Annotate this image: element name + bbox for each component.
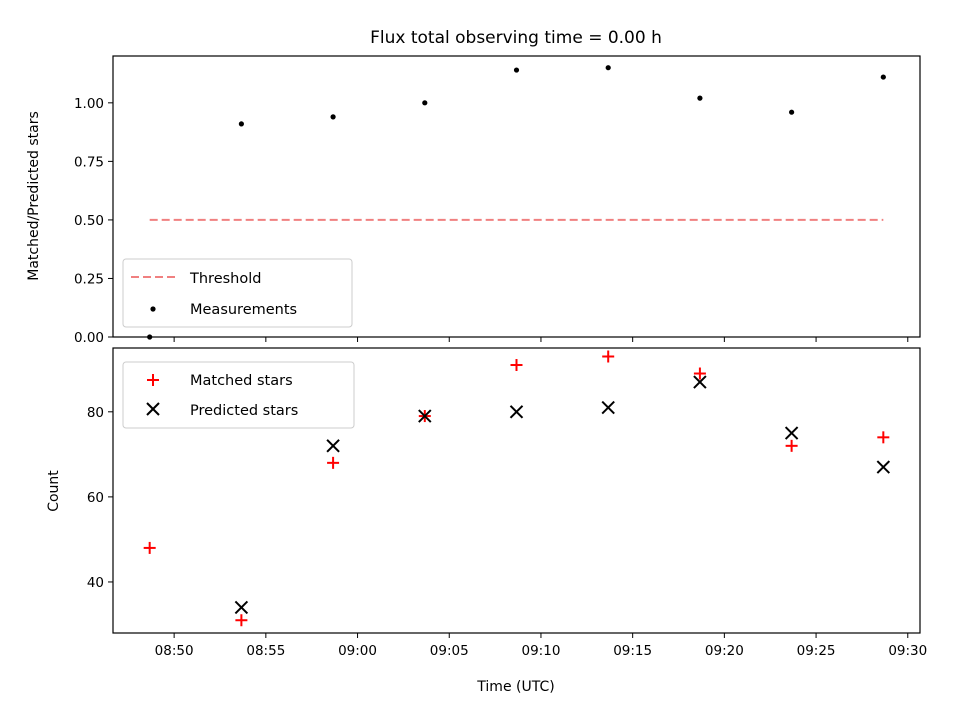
top-y-axis-title: Matched/Predicted stars [26,111,42,281]
x-tick-label: 09:00 [338,643,377,659]
matched-stars-point [235,614,248,627]
x-tick-label: 09:25 [797,643,836,659]
top-y-tick-label: 0.00 [74,330,104,346]
top-plot-frame [112,55,921,338]
legend-measurements-swatch [150,306,156,312]
legend-predicted-swatch [146,402,160,416]
matched-stars-point [327,456,340,469]
matched-stars-point [877,431,890,444]
bottom-y-tick-label: 60 [87,490,104,506]
measurement-point [789,109,795,115]
bottom-y-axis-title: Count [46,470,62,512]
top-legend-box [122,258,353,328]
matched-stars-point [602,350,615,363]
predicted-stars-point [784,426,799,440]
matched-stars-point [785,439,798,452]
measurement-point [513,67,520,73]
legend-predicted-label: Predicted stars [190,403,298,419]
legend-threshold-label: Threshold [189,271,261,287]
legend-measurements-label: Measurements [190,302,297,318]
bottom-y-tick-label: 40 [87,575,104,591]
measurement-point [330,114,336,120]
predicted-stars-point [509,405,524,419]
predicted-stars-point [876,460,891,474]
bottom-panel: 08:50 08:55 09:00 09:05 09:10 09:15 09:20 09:25… [46,347,927,695]
bottom-legend-box [122,361,355,429]
bottom-legend: Matched stars Predicted stars [122,361,355,429]
predicted-stars-point [601,400,615,415]
x-axis-title: Time (UTC) [476,679,554,695]
x-tick-label: 09:20 [705,643,744,659]
top-y-tick-label: 0.25 [74,271,104,287]
x-tick-label: 09:10 [522,643,561,659]
legend-matched-swatch [147,374,159,386]
predicted-stars-point [418,409,432,423]
x-tick-label: 09:05 [430,643,469,659]
top-legend: Threshold Measurements [122,258,353,328]
x-tick-label: 09:15 [613,643,652,659]
bottom-y-tick-label: 80 [87,405,104,421]
measurement-point [422,100,428,106]
x-tick-label: 08:55 [246,643,285,659]
measurement-point [697,95,703,101]
bottom-plot-frame [112,347,921,634]
legend-matched-label: Matched stars [190,373,293,389]
matched-stars-point [693,367,706,380]
top-panel: 0.00 0.25 0.50 0.75 1.00 Matched/Predicted s… [26,55,921,346]
predicted-stars-point [693,375,707,389]
predicted-stars-point [234,600,249,615]
top-y-tick-label: 0.75 [74,154,104,170]
predicted-stars-point [326,439,340,453]
measurement-point [880,74,886,80]
matched-stars-point [143,541,156,554]
top-y-tick-label: 0.50 [74,213,104,229]
top-y-tick-label: 1.00 [74,96,104,112]
matched-stars-point [510,359,523,372]
x-tick-label: 09:30 [888,643,927,659]
measurement-point [605,65,611,71]
measurement-point [238,121,244,127]
x-tick-label: 08:50 [155,643,194,659]
chart-title: Flux total observing time = 0.00 h [370,28,662,48]
